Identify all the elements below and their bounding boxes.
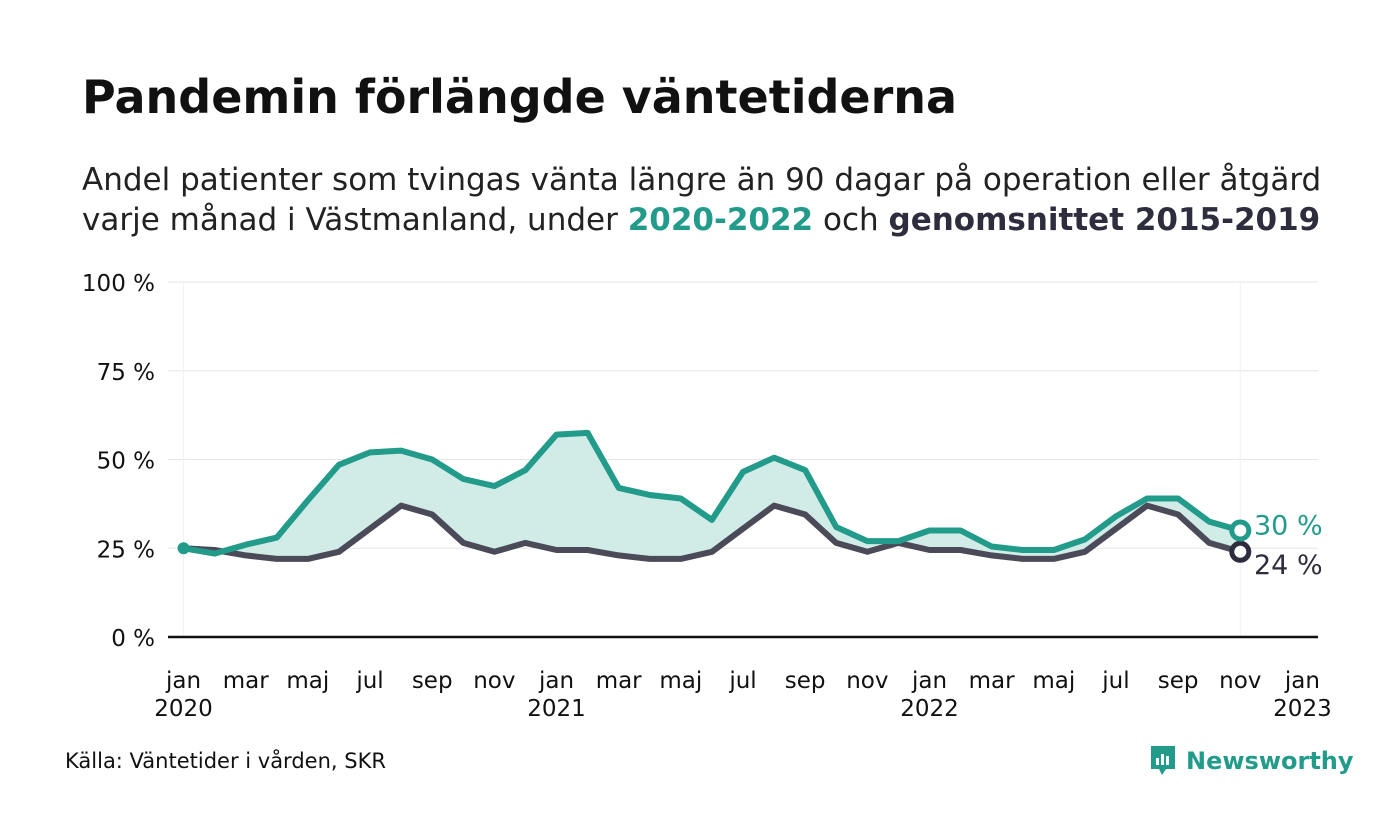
x-tick-label: jul bbox=[1101, 668, 1129, 694]
y-tick-label: 100 % bbox=[82, 271, 155, 297]
x-tick-label: sep bbox=[1158, 668, 1199, 694]
subtitle-line-2: varje månad i Västmanland, under 2020-20… bbox=[82, 200, 1400, 240]
subtitle-prefix: varje månad i Västmanland, under bbox=[82, 202, 628, 238]
subtitle-connector: och bbox=[813, 202, 889, 238]
series-markers: 30 % 24 % bbox=[177, 511, 1323, 581]
x-tick-label: nov bbox=[1219, 668, 1261, 694]
x-tick-label: maj bbox=[1032, 668, 1075, 694]
y-tick-label: 0 % bbox=[111, 626, 155, 652]
x-tick-label: jan bbox=[1284, 668, 1320, 694]
series-end-point-2020-2022 bbox=[1229, 519, 1252, 542]
series-start-point-2020-2022 bbox=[177, 542, 190, 555]
subtitle-highlight-average: genomsnittet 2015-2019 bbox=[888, 202, 1321, 238]
series-line-average bbox=[180, 502, 1244, 562]
series-end-point-average bbox=[1229, 540, 1252, 563]
x-tick-label: maj bbox=[659, 668, 702, 694]
x-tick-label: jul bbox=[355, 668, 383, 694]
y-tick-label: 50 % bbox=[97, 449, 155, 475]
x-tick-year-label: 2020 bbox=[154, 696, 213, 722]
end-label-average: 24 % bbox=[1254, 550, 1323, 581]
gridlines bbox=[168, 281, 1318, 637]
newsworthy-icon bbox=[1151, 746, 1175, 775]
y-tick-label: 75 % bbox=[97, 360, 155, 386]
x-tick-label: sep bbox=[785, 668, 826, 694]
x-tick-year-label: 2023 bbox=[1273, 696, 1332, 722]
series-line-2020-2022 bbox=[180, 429, 1244, 557]
subtitle-line-1: Andel patienter som tvingas vänta längre… bbox=[82, 162, 1322, 198]
end-label-2020-2022: 30 % bbox=[1254, 511, 1323, 542]
x-tick-label: mar bbox=[596, 668, 642, 694]
x-tick-label: mar bbox=[223, 668, 269, 694]
chart-subtitle: Andel patienter som tvingas vänta längre… bbox=[82, 160, 1400, 240]
subtitle-highlight-current: 2020-2022 bbox=[627, 202, 814, 238]
x-tick-label: nov bbox=[473, 668, 515, 694]
x-tick-label: sep bbox=[412, 668, 453, 694]
y-tick-label: 25 % bbox=[97, 537, 155, 563]
x-tick-label: jan bbox=[911, 668, 947, 694]
source-note: Källa: Väntetider i vården, SKR bbox=[65, 749, 386, 773]
x-tick-label: jul bbox=[728, 668, 756, 694]
series-lines bbox=[180, 429, 1244, 562]
x-tick-year-label: 2022 bbox=[900, 696, 959, 722]
brand-name: Newsworthy bbox=[1186, 747, 1354, 775]
x-tick-label: mar bbox=[969, 668, 1015, 694]
x-tick-label: jan bbox=[165, 668, 201, 694]
brand-logo: Newsworthy bbox=[1148, 743, 1354, 779]
chart-title: Pandemin förlängde väntetiderna bbox=[82, 70, 958, 124]
x-tick-label: jan bbox=[538, 668, 574, 694]
x-tick-year-label: 2021 bbox=[527, 696, 586, 722]
x-tick-label: nov bbox=[846, 668, 888, 694]
x-tick-label: maj bbox=[286, 668, 329, 694]
